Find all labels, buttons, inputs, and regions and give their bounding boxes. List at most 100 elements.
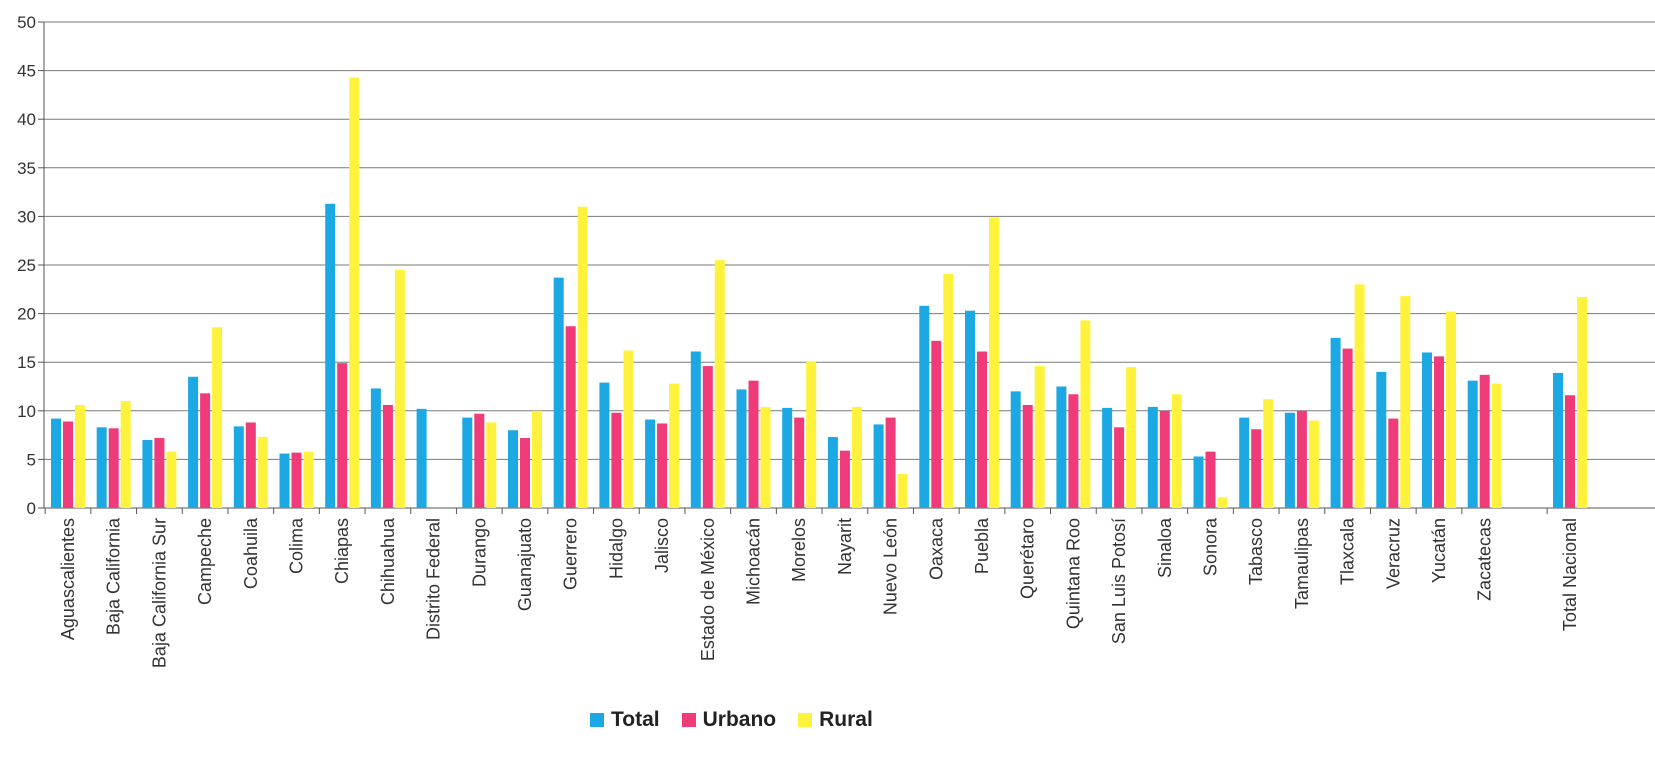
legend-item-urbano: Urbano	[681, 708, 776, 732]
x-tick-label: Jalisco	[652, 518, 672, 573]
x-tick-label: Durango	[469, 518, 489, 587]
y-tick-label: 5	[27, 450, 36, 469]
bar-total	[1376, 371, 1387, 508]
bar-rural	[897, 473, 908, 508]
bar-urbano	[1565, 395, 1575, 508]
bar-total	[965, 310, 975, 508]
bar-rural	[166, 451, 177, 508]
bar-rural	[806, 361, 817, 508]
bar-urbano	[1022, 404, 1033, 508]
legend-swatch-urbano	[681, 713, 696, 727]
bar-total	[1056, 386, 1067, 508]
bar-total	[645, 419, 656, 508]
bar-total	[827, 437, 838, 508]
bar-rural	[1446, 311, 1456, 508]
bar-urbano	[108, 428, 119, 508]
x-tick-label: Total Nacional	[1560, 518, 1580, 631]
legend-item-total: Total	[590, 708, 660, 732]
bar-total	[553, 277, 564, 508]
x-tick-label: Tamaulipas	[1292, 518, 1312, 609]
bar-urbano	[1296, 410, 1307, 508]
bar-total	[462, 417, 473, 508]
bar-rural	[1171, 394, 1182, 508]
bar-rural	[669, 383, 680, 508]
bar-rural	[1263, 399, 1274, 508]
x-tick-label: Nayarit	[835, 518, 855, 575]
bar-urbano	[657, 423, 668, 508]
x-tick-label: Aguascalientes	[58, 518, 78, 640]
bar-rural	[303, 451, 314, 508]
legend-swatch-total	[590, 713, 604, 727]
x-tick-label: San Luis Potosí	[1109, 518, 1129, 644]
bar-urbano	[200, 393, 211, 508]
x-tick-label: Puebla	[972, 517, 992, 574]
legend-label-total: Total	[611, 708, 660, 731]
bar-total	[51, 418, 61, 508]
legend-swatch-rural	[798, 713, 813, 727]
x-tick-label: Tlaxcala	[1338, 517, 1358, 585]
x-tick-label: Quintana Roo	[1063, 518, 1083, 629]
bar-urbano	[748, 380, 759, 508]
bar-total	[1147, 406, 1158, 508]
y-tick-label: 0	[27, 499, 36, 518]
bar-total	[96, 427, 107, 508]
x-tick-label: Oaxaca	[926, 517, 946, 580]
bar-rural	[212, 327, 223, 508]
x-tick-label: Colima	[287, 517, 307, 574]
bar-rural	[120, 401, 131, 508]
y-tick-label: 15	[17, 353, 36, 372]
x-tick-label: Distrito Federal	[424, 518, 444, 640]
x-tick-label: Guerrero	[561, 518, 581, 590]
bar-rural	[1034, 366, 1045, 508]
x-tick-label: Zacatecas	[1475, 518, 1495, 601]
bar-rural	[989, 217, 999, 508]
y-tick-label: 50	[17, 13, 36, 32]
bar-urbano	[382, 404, 393, 508]
bar-total	[142, 439, 153, 508]
y-tick-label: 10	[17, 402, 36, 421]
bar-total	[1284, 412, 1295, 508]
bar-rural	[1577, 297, 1587, 508]
bar-urbano	[702, 366, 713, 508]
bar-total	[279, 453, 290, 508]
bar-urbano	[1479, 374, 1490, 508]
y-tick-label: 20	[17, 305, 36, 324]
bar-rural	[486, 422, 497, 508]
bar-urbano	[839, 450, 850, 508]
bar-urbano	[1434, 356, 1444, 508]
y-tick-label: 45	[17, 62, 36, 81]
bar-rural	[75, 404, 85, 508]
bar-rural	[577, 206, 588, 508]
bar-urbano	[474, 413, 485, 508]
bar-rural	[1080, 320, 1091, 508]
y-tick-label: 25	[17, 256, 36, 275]
bar-total	[690, 351, 701, 508]
bar-urbano	[1342, 348, 1353, 508]
bar-rural	[1308, 420, 1319, 508]
x-tick-label: Campeche	[195, 518, 215, 605]
bar-total	[1102, 407, 1113, 508]
bar-rural	[1354, 284, 1365, 508]
bar-urbano	[337, 363, 348, 508]
x-tick-label: Yucatán	[1429, 518, 1449, 583]
bar-rural	[1491, 383, 1502, 508]
bar-urbano	[1068, 394, 1079, 508]
bar-total	[873, 424, 884, 508]
bar-total	[1330, 337, 1341, 508]
bar-rural	[1400, 296, 1411, 508]
bar-rural	[760, 406, 771, 508]
y-tick-label: 40	[17, 110, 36, 129]
bar-urbano	[885, 417, 896, 508]
bar-rural	[943, 273, 954, 508]
bar-total	[1193, 456, 1204, 508]
x-tick-label: Sonora	[1201, 517, 1221, 576]
bar-rural	[349, 77, 360, 509]
bar-urbano	[1388, 418, 1399, 508]
x-tick-label: Tabasco	[1246, 518, 1266, 585]
bar-total	[1239, 417, 1250, 508]
bar-total	[736, 389, 747, 508]
x-tick-label: Chiapas	[332, 518, 352, 584]
bar-total	[599, 382, 610, 508]
x-tick-label: Veracruz	[1383, 518, 1403, 589]
